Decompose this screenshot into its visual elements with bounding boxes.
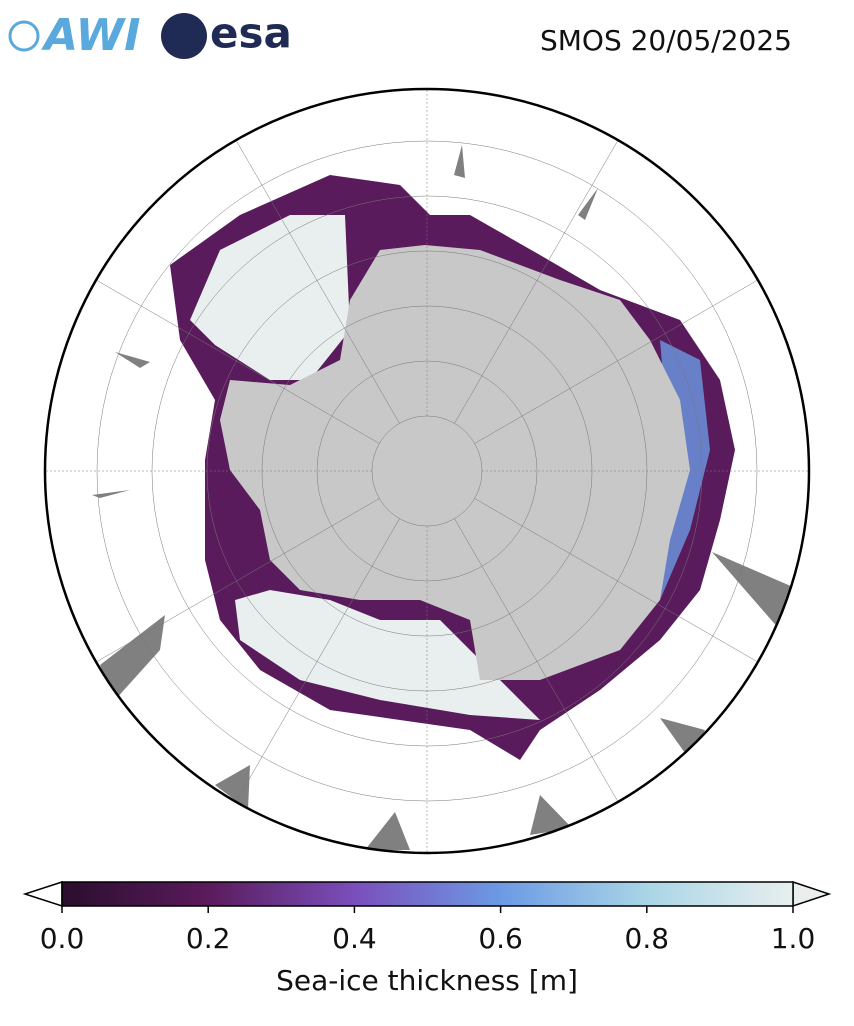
colorbar-tick-label: 1.0 [771,922,816,955]
colorbar-tick-label: 0.6 [478,922,523,955]
longitude-line [226,124,400,424]
longitude-line [80,498,380,672]
longitude-line [474,498,774,672]
logos: AWI esa [8,9,292,61]
longitude-line [454,518,628,818]
colorbar-tick-label: 0.2 [186,922,231,955]
map [45,89,809,853]
longitude-line [80,270,380,444]
esa-logo: esa [210,9,292,58]
longitude-line [474,270,774,444]
antarctica [220,245,690,680]
colorbar-tick-label: 0.0 [40,922,85,955]
longitude-line [226,518,400,818]
colorbar [22,880,832,913]
longitude-line [454,124,628,424]
latitude-line [316,360,538,582]
title: SMOS 20/05/2025 [540,24,792,57]
esa-icon [161,13,207,59]
latitude-line [96,140,758,802]
weddell-ice [190,215,350,380]
awi-logo: AWI [41,10,141,61]
colorbar-under [22,880,63,908]
ross-ice [235,590,540,720]
colorbar-over [792,880,832,908]
graticule [45,89,809,853]
colorbar-label: Sea-ice thickness [m] [276,964,578,997]
colorbar-tick-label: 0.4 [332,922,377,955]
map-frame [43,87,811,855]
awi-icon [8,20,40,52]
colorbar-tick-label: 0.8 [625,922,670,955]
colorbar-ramp [61,881,794,907]
